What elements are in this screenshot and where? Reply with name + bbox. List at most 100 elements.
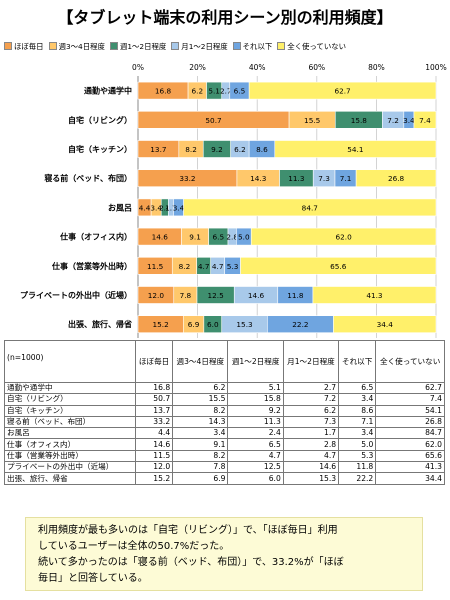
row-label: 自宅（リビング） (4, 393, 136, 406)
data-label: 8.2 (179, 262, 191, 271)
legend-swatch (232, 42, 241, 50)
data-label: 14.6 (248, 291, 265, 300)
category-label: 通勤や通学中 (84, 86, 132, 96)
data-label: 54.1 (347, 145, 363, 154)
data-label: 3.4 (173, 203, 185, 212)
data-label: 6.5 (234, 87, 246, 96)
table-cell: 8.2 (172, 404, 229, 417)
category-label: 自宅（リビング） (68, 115, 132, 125)
page-title: 【タブレット端末の利用シーン別の利用頻度】 (57, 8, 393, 27)
row-label: お風呂 (4, 427, 136, 440)
legend-swatch (4, 42, 12, 50)
chart-legend: ほぼ毎日 週3～4日程度 週1～2日程度 月1～2日程度 それ以下 全く使っていない (4, 39, 448, 53)
data-label: 16.8 (155, 87, 172, 96)
row-label: 出張、旅行、帰省 (4, 472, 136, 485)
data-label: 2.7 (220, 87, 232, 96)
x-tick-label: 100% (425, 63, 446, 72)
table-cell: 5.1 (227, 381, 284, 395)
table-cell: 54.1 (375, 404, 445, 417)
table-cell: 15.8 (227, 393, 284, 406)
data-label: 14.6 (152, 233, 169, 242)
data-label: 6.2 (191, 87, 203, 96)
table-row: 寝る前（ベッド、布団） 33.2 14.3 11.3 7.3 7.1 26.8 (4, 415, 445, 429)
legend-label: ほぼ毎日 (14, 41, 44, 51)
column-header: 全く使っていない (375, 340, 445, 383)
note-line: 利用頻度が最も多いのは「自宅（リビング）」で、「ほぼ毎日」利用 (38, 525, 338, 536)
table-cell: 11.3 (227, 415, 284, 429)
row-label: 仕事（オフィス内） (4, 438, 136, 451)
data-label: 2.4 (159, 203, 171, 212)
bar-segment (312, 286, 437, 304)
legend-item: 全く使っていない (277, 41, 346, 52)
bar-segment (248, 81, 437, 100)
data-label: 8.2 (185, 145, 197, 154)
data-label: 33.2 (179, 174, 195, 183)
data-label: 34.4 (377, 320, 394, 329)
table-cell: 9.1 (172, 438, 229, 451)
legend-item: 月1～2日程度 (171, 41, 228, 52)
table-cell: 5.3 (338, 449, 377, 463)
column-header: 週3～4日程度 (172, 340, 229, 383)
data-label: 11.8 (287, 291, 304, 300)
legend-item: それ以下 (232, 41, 272, 52)
table-row: 仕事（営業等外出時） 11.5 8.2 4.7 4.7 5.3 65.6 (4, 449, 445, 463)
stacked-bar-chart: 0% 20% 40% 60% 80% 100%通勤や通学中 16.8 6.2 5.1 2.7 6.5… (20, 63, 447, 338)
table-cell: 14.3 (172, 415, 229, 429)
table-cell: 4.4 (134, 427, 174, 440)
data-label: 2.8 (226, 233, 238, 242)
x-tick-label: 40% (249, 63, 266, 72)
table-cell: 12.0 (134, 461, 174, 474)
data-label: 7.3 (318, 174, 330, 183)
table-header-row: (n=1000) ほぼ毎日 週3～4日程度 週1～2日程度 月1～2日程度 それ以下 全く… (4, 340, 445, 383)
legend-label: 月1～2日程度 (181, 41, 228, 51)
legend-swatch (109, 42, 118, 50)
table-cell: 6.5 (338, 381, 377, 395)
legend-swatch (171, 42, 180, 50)
data-label: 65.6 (330, 262, 347, 271)
table-cell: 6.9 (172, 472, 229, 485)
table-cell: 22.2 (338, 472, 377, 485)
data-label: 12.0 (148, 291, 165, 300)
table-row: 出張、旅行、帰省 15.2 6.9 6.0 15.3 22.2 34.4 (4, 472, 445, 485)
data-label: 12.5 (208, 291, 224, 300)
row-label: プライベートの外出中（近場） (4, 461, 136, 474)
table-cell: 16.8 (134, 381, 174, 395)
table-row: プライベートの外出中（近場） 12.0 7.8 12.5 14.6 11.8 41.3 (4, 461, 445, 474)
legend-label: 週1～2日程度 (119, 41, 167, 51)
table-cell: 3.4 (338, 393, 377, 406)
table-cell: 2.8 (282, 438, 340, 451)
data-label: 62.7 (334, 87, 351, 96)
table-cell: 6.5 (227, 438, 284, 451)
table-cell: 2.4 (227, 427, 284, 440)
legend-label: 週3～4日程度 (58, 41, 105, 51)
table-row: お風呂 4.4 3.4 2.4 1.7 3.4 84.7 (4, 427, 445, 440)
bar-segment (355, 169, 437, 187)
table-cell: 4.7 (282, 449, 340, 463)
data-label: 13.7 (150, 145, 167, 154)
bar-segment (413, 110, 437, 129)
bar-segment (333, 315, 437, 334)
data-label: 84.7 (302, 203, 319, 212)
table-cell: 50.7 (134, 393, 174, 406)
data-label: 1.7 (165, 203, 177, 212)
bar-segment (274, 140, 437, 158)
table-cell: 2.7 (282, 381, 340, 395)
data-label: 4.7 (198, 262, 210, 271)
legend-item: 週3～4日程度 (48, 41, 105, 52)
note-line: 毎日」と回答している。 (38, 573, 148, 584)
data-table: (n=1000) ほぼ毎日 週3～4日程度 週1～2日程度 月1～2日程度 それ以下 全く… (4, 340, 445, 485)
table-cell: 3.4 (338, 427, 377, 440)
table-cell: 84.7 (375, 427, 445, 440)
data-label: 15.8 (351, 116, 368, 125)
table-cell: 62.0 (375, 438, 445, 451)
data-label: 7.2 (387, 116, 399, 125)
table-cell: 62.7 (375, 381, 445, 395)
data-label: 7.8 (180, 291, 192, 300)
bar-segment (240, 257, 437, 275)
table-row: 自宅（リビング） 50.7 15.5 15.8 7.2 3.4 7.4 (4, 393, 445, 406)
data-label: 15.5 (304, 116, 320, 125)
table-cell: 14.6 (134, 438, 174, 451)
bar-segment (250, 227, 437, 246)
table-cell: 14.6 (282, 461, 340, 474)
table-row: 自宅（キッチン） 13.7 8.2 9.2 6.2 8.6 54.1 (4, 404, 445, 417)
